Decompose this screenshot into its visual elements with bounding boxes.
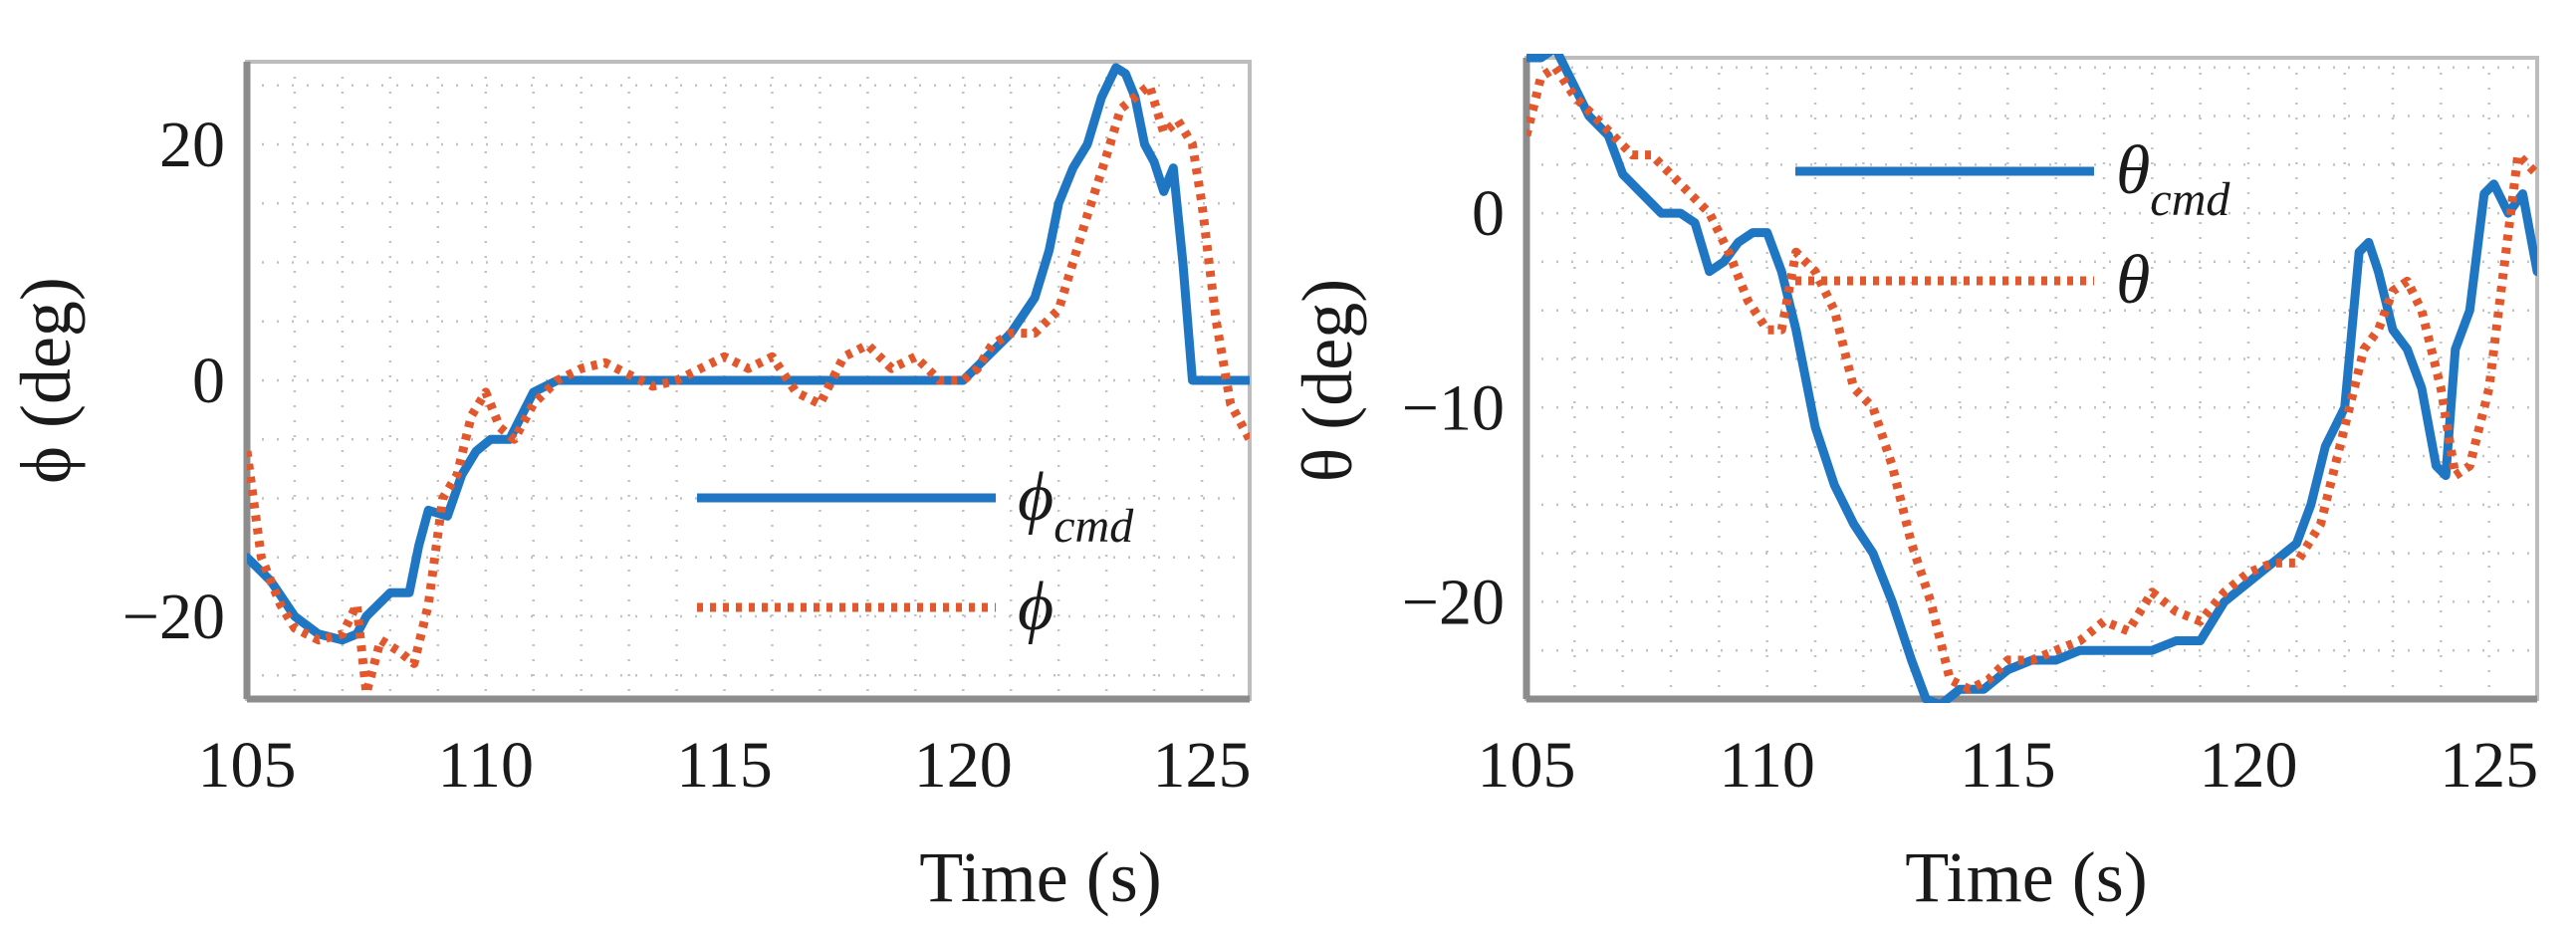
series-line-command [247, 63, 1250, 645]
legend-main-theta: θ [2116, 242, 2150, 319]
y-tick-label: −10 [1402, 371, 1505, 444]
legend: ϕcmd ϕ [697, 459, 1134, 645]
series-line-measured [247, 81, 1250, 698]
series-line-command [1526, 54, 2537, 703]
x-tick-label: 120 [2200, 729, 2298, 802]
plot-frame [1524, 56, 2539, 701]
legend-sub-theta-cmd: cmd [2150, 173, 2230, 226]
legend-sub-phi-cmd: cmd [1054, 500, 1134, 553]
legend-label-phi-cmd: ϕcmd [1018, 459, 1134, 553]
x-tick-label: 115 [676, 729, 773, 802]
x-tick-label: 125 [1153, 729, 1252, 802]
x-tick-label: 110 [437, 729, 534, 802]
legend-label-theta-cmd: θcmd [2116, 132, 2230, 226]
tick-labels: 105 110 115 120 125 −20 −10 0 [1402, 177, 2538, 802]
y-tick-label: 0 [1472, 177, 1505, 250]
y-tick-label: −20 [1402, 566, 1505, 638]
y-tick-label: −20 [122, 581, 225, 653]
x-tick-label: 105 [198, 729, 297, 802]
x-tick-label: 105 [1478, 729, 1576, 802]
y-axis-label: θ (deg) [1288, 279, 1367, 482]
grid [1524, 58, 2539, 701]
x-axis-label: Time (s) [1905, 837, 2147, 917]
x-axis-label: Time (s) [919, 837, 1161, 917]
roll-angle-chart: 105 110 115 120 125 −20 0 20 Time (s) ϕ (deg) ϕ… [6, 60, 1252, 917]
x-tick-label: 120 [914, 729, 1013, 802]
x-tick-label: 125 [2440, 729, 2538, 802]
pitch-angle-chart: 105 110 115 120 125−20−100 Time (s) θ (deg) … [1288, 54, 2539, 917]
legend-label-theta: θ [2116, 242, 2150, 319]
x-tick-label: 115 [1960, 729, 2056, 802]
series-layer [247, 63, 1250, 698]
legend-main-phi: ϕ [1018, 569, 1054, 645]
series-layer [1526, 54, 2537, 703]
legend-main-theta-cmd: θ [2116, 132, 2150, 209]
legend-label-phi: ϕ [1018, 569, 1054, 645]
legend-main-phi-cmd: ϕ [1018, 459, 1054, 536]
series-line-measured [1526, 63, 2537, 694]
x-tick-label: 110 [1719, 729, 1815, 802]
y-tick-label: 0 [192, 345, 225, 417]
tick-labels: 105 110 115 120 125 −20 0 20 [122, 109, 1252, 802]
legend: θcmd θ [1795, 132, 2230, 319]
y-axis-label: ϕ (deg) [6, 277, 86, 484]
y-tick-label: 20 [159, 109, 225, 181]
